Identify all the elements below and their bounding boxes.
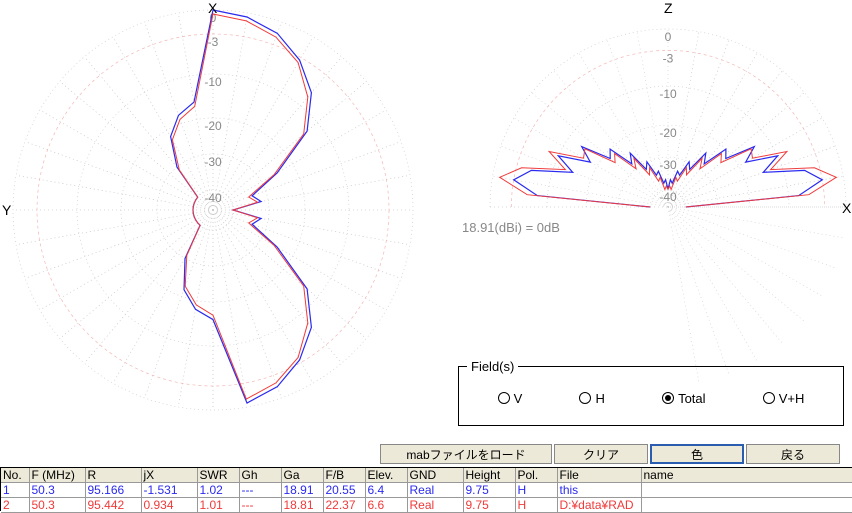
axis-label-y-left: Y — [2, 202, 11, 218]
col-header[interactable]: No. — [1, 468, 29, 483]
col-header[interactable]: Ga — [281, 468, 323, 483]
svg-text:-30: -30 — [204, 155, 222, 169]
col-header[interactable]: F (MHz) — [29, 468, 85, 483]
col-header[interactable]: Gh — [239, 468, 281, 483]
svg-text:0: 0 — [665, 30, 672, 44]
fields-radio-group: V H Total V+H — [469, 367, 833, 425]
table-row[interactable]: 150.395.166-1.5311.02---18.9120.556.4Rea… — [1, 483, 852, 498]
table-header-row: No.F (MHz)RjXSWRGhGaF/BElev.GNDHeightPol… — [1, 468, 852, 483]
field-radio-vplush[interactable]: V+H — [763, 391, 805, 406]
radio-icon — [662, 392, 674, 404]
table-row[interactable]: 250.395.4420.9341.01---18.8122.376.6Real… — [1, 498, 852, 513]
col-header[interactable]: R — [85, 468, 141, 483]
table-cell: -1.531 — [141, 483, 197, 498]
button-row: mabファイルをロード クリア 色 戻る — [380, 444, 846, 464]
table-cell: Real — [407, 483, 463, 498]
table-cell: 18.91 — [281, 483, 323, 498]
table-cell: 1.02 — [197, 483, 239, 498]
field-radio-total[interactable]: Total — [662, 391, 705, 406]
radio-label: V+H — [779, 391, 805, 406]
table-cell: 9.75 — [463, 498, 515, 513]
table-cell: 9.75 — [463, 483, 515, 498]
col-header[interactable]: File — [557, 468, 641, 483]
svg-text:-3: -3 — [208, 35, 219, 49]
col-header[interactable]: Height — [463, 468, 515, 483]
table-cell: 2 — [1, 498, 29, 513]
load-mab-button[interactable]: mabファイルをロード — [380, 444, 552, 464]
radio-icon — [498, 392, 510, 404]
table-cell — [641, 498, 852, 513]
table-cell: 0.934 — [141, 498, 197, 513]
svg-text:-20: -20 — [659, 126, 677, 140]
table-cell: 6.4 — [365, 483, 407, 498]
radio-label: H — [595, 391, 604, 406]
col-header[interactable]: F/B — [323, 468, 365, 483]
radio-label: Total — [678, 391, 705, 406]
table-cell: this — [557, 483, 641, 498]
svg-text:-30: -30 — [659, 158, 677, 172]
col-header[interactable]: Pol. — [515, 468, 557, 483]
table-cell: 95.442 — [85, 498, 141, 513]
table-cell: 6.6 — [365, 498, 407, 513]
table-cell: 50.3 — [29, 498, 85, 513]
table-cell: H — [515, 483, 557, 498]
svg-text:-40: -40 — [659, 190, 677, 204]
svg-text:-10: -10 — [204, 75, 222, 89]
gain-caption: 18.91(dBi) = 0dB — [462, 220, 560, 235]
table-cell: D:¥data¥RAD — [557, 498, 641, 513]
svg-text:-10: -10 — [659, 87, 677, 101]
svg-text:-3: -3 — [663, 51, 674, 65]
table-cell: 50.3 — [29, 483, 85, 498]
field-radio-v[interactable]: V — [498, 391, 523, 406]
table-cell: 20.55 — [323, 483, 365, 498]
fields-legend: Field(s) — [467, 359, 518, 374]
col-header[interactable]: name — [641, 468, 852, 483]
axis-label-x-right: X — [842, 200, 851, 216]
table-cell: 1 — [1, 483, 29, 498]
axis-label-z-top: Z — [664, 0, 673, 16]
fields-groupbox: Field(s) VHTotalV+H — [458, 366, 844, 426]
results-table: No.F (MHz)RjXSWRGhGaF/BElev.GNDHeightPol… — [0, 467, 852, 511]
table-cell — [641, 483, 852, 498]
col-header[interactable]: jX — [141, 468, 197, 483]
table-cell: --- — [239, 483, 281, 498]
color-button[interactable]: 色 — [650, 444, 744, 464]
radio-icon — [579, 392, 591, 404]
table-cell: H — [515, 498, 557, 513]
table-cell: --- — [239, 498, 281, 513]
svg-text:-20: -20 — [204, 119, 222, 133]
radio-icon — [763, 392, 775, 404]
radio-label: V — [514, 391, 523, 406]
clear-button[interactable]: クリア — [554, 444, 648, 464]
table-cell: 1.01 — [197, 498, 239, 513]
table-cell: 95.166 — [85, 483, 141, 498]
table-cell: 22.37 — [323, 498, 365, 513]
table-cell: Real — [407, 498, 463, 513]
back-button[interactable]: 戻る — [746, 444, 840, 464]
field-radio-h[interactable]: H — [579, 391, 604, 406]
svg-text:-40: -40 — [204, 191, 222, 205]
col-header[interactable]: GND — [407, 468, 463, 483]
table-cell: 18.81 — [281, 498, 323, 513]
axis-label-x-top: X — [208, 0, 217, 16]
table-body: 150.395.166-1.5311.02---18.9120.556.4Rea… — [1, 483, 852, 513]
col-header[interactable]: Elev. — [365, 468, 407, 483]
col-header[interactable]: SWR — [197, 468, 239, 483]
